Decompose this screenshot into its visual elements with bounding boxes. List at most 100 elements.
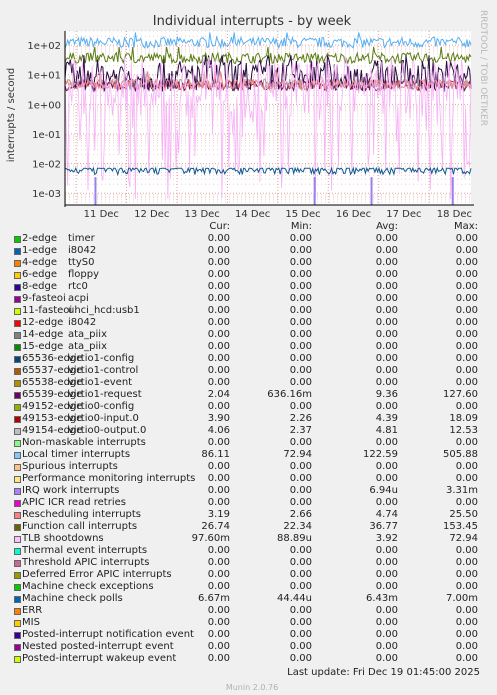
legend-name: 49152-edge — [22, 401, 83, 412]
series-group — [64, 32, 472, 205]
legend-row: Posted-interrupt notification event 0.00 0… — [0, 629, 497, 641]
legend-swatch — [14, 271, 21, 279]
chart-graph: Individual interrupts - by week interrup… — [6, 10, 488, 220]
legend-row: Machine check exceptions 0.00 0.00 0.00 0.00 — [0, 581, 497, 593]
legend-max: 0.00 — [455, 617, 478, 628]
legend-name: 6-edge — [22, 269, 57, 280]
legend-name: Threshold APIC interrupts — [22, 557, 150, 568]
legend-min: 2.66 — [289, 509, 312, 520]
legend-row: 9-fasteoi acpi 0.00 0.00 0.00 0.00 — [0, 293, 497, 305]
legend-name: 65538-edge — [22, 377, 83, 388]
x-tick-label: 17 Dec — [386, 209, 421, 220]
legend-avg: 0.00 — [375, 317, 398, 328]
series-line — [64, 46, 472, 66]
legend-desc: ttyS0 — [68, 257, 95, 268]
legend-max: 0.00 — [455, 341, 478, 352]
legend-max: 7.00m — [445, 593, 478, 604]
legend-avg: 0.00 — [375, 557, 398, 568]
series-line — [64, 32, 472, 50]
legend-name: Machine check exceptions — [22, 581, 154, 592]
legend-name: 65539-edge — [22, 389, 83, 400]
legend-cur: 0.00 — [207, 485, 230, 496]
legend-avg: 0.00 — [375, 545, 398, 556]
x-tick-label: 11 Dec — [84, 209, 119, 220]
legend-avg: 0.00 — [375, 581, 398, 592]
legend-swatch — [14, 355, 21, 363]
legend-max: 0.00 — [455, 653, 478, 664]
legend-desc: virtio1-event — [68, 377, 133, 388]
legend-row: Function call interrupts 26.74 22.34 36.77 1… — [0, 521, 497, 533]
legend-min: 0.00 — [289, 305, 312, 316]
legend-max: 0.00 — [455, 353, 478, 364]
legend-min: 0.00 — [289, 497, 312, 508]
legend-min: 0.00 — [289, 641, 312, 652]
legend-max: 127.60 — [443, 389, 478, 400]
legend-swatch — [14, 499, 21, 507]
series-line — [64, 71, 472, 92]
x-tick-label: 15 Dec — [285, 209, 320, 220]
legend-min: 0.00 — [289, 569, 312, 580]
legend-name: Nested posted-interrupt event — [22, 641, 174, 652]
legend-desc: rtc0 — [68, 281, 88, 292]
legend-max: 0.00 — [455, 269, 478, 280]
legend-row: Nested posted-interrupt event 0.00 0.00 0.0… — [0, 641, 497, 653]
legend-cur: 0.00 — [207, 617, 230, 628]
legend-name: Rescheduling interrupts — [22, 509, 142, 520]
y-tick-label: 1e+00 — [27, 100, 61, 111]
legend-max: 0.00 — [455, 257, 478, 268]
legend-header: Cur: Min: Avg: Max: — [0, 221, 497, 233]
legend-cur: 0.00 — [207, 569, 230, 580]
legend-cur: 0.00 — [207, 641, 230, 652]
legend-swatch — [14, 439, 21, 447]
legend-cur: 6.67m — [197, 593, 230, 604]
legend-name: Thermal event interrupts — [22, 545, 148, 556]
legend-avg: 0.00 — [375, 653, 398, 664]
legend-swatch — [14, 283, 21, 291]
legend-swatch — [14, 319, 21, 327]
legend-row: Threshold APIC interrupts 0.00 0.00 0.00 0.0… — [0, 557, 497, 569]
y-tick-label: 1e-02 — [32, 160, 61, 171]
legend-max: 0.00 — [455, 557, 478, 568]
grid — [65, 30, 471, 206]
legend-swatch — [14, 343, 21, 351]
legend-min: 0.00 — [289, 329, 312, 340]
legend-cur: 0.00 — [207, 257, 230, 268]
legend-cur: 0.00 — [207, 293, 230, 304]
legend-row: 11-fasteoi uhci_hcd:usb1 0.00 0.00 0.00 0.00 — [0, 305, 497, 317]
legend-min: 0.00 — [289, 353, 312, 364]
legend-min: 0.00 — [289, 365, 312, 376]
legend-row: Rescheduling interrupts 3.19 2.66 4.74 25.50 — [0, 509, 497, 521]
legend-table: Cur: Min: Avg: Max: 2-edge timer 0.00 0.00 0… — [0, 221, 497, 665]
legend-cur: 0.00 — [207, 377, 230, 388]
legend-max: 0.00 — [455, 281, 478, 292]
legend-min: 0.00 — [289, 557, 312, 568]
legend-cur: 3.19 — [207, 509, 230, 520]
legend-min: 0.00 — [289, 581, 312, 592]
legend-max: 0.00 — [455, 245, 478, 256]
legend-min: 44.44u — [277, 593, 312, 604]
legend-row: 65539-edge virtio1-request 2.04 636.16m 9.36… — [0, 389, 497, 401]
legend-cur: 0.00 — [207, 341, 230, 352]
legend-avg: 3.92 — [375, 533, 398, 544]
legend-row: Local timer interrupts 86.11 72.94 122.59 50… — [0, 449, 497, 461]
legend-row: 4-edge ttyS0 0.00 0.00 0.00 0.00 — [0, 257, 497, 269]
rrdtool-credit: RRDTOOL / TOBI OETIKER — [478, 10, 488, 126]
legend-desc: virtio0-config — [68, 401, 135, 412]
legend-max: 153.45 — [443, 521, 478, 532]
legend-min: 0.00 — [289, 605, 312, 616]
legend-avg: 0.00 — [375, 401, 398, 412]
legend-swatch — [14, 571, 21, 579]
legend-cur: 0.00 — [207, 281, 230, 292]
legend-swatch — [14, 331, 21, 339]
legend-cur: 26.74 — [201, 521, 230, 532]
legend-min: 0.00 — [289, 473, 312, 484]
legend-swatch — [14, 607, 21, 615]
legend-desc: acpi — [68, 293, 89, 304]
legend-swatch — [14, 535, 21, 543]
legend-max: 0.00 — [455, 545, 478, 556]
legend-swatch — [14, 619, 21, 627]
legend-row: APIC ICR read retries 0.00 0.00 0.00 0.00 — [0, 497, 497, 509]
legend-name: 49154-edge — [22, 425, 83, 436]
legend-name: 9-fasteoi — [22, 293, 66, 304]
legend-name: Deferred Error APIC interrupts — [22, 569, 172, 580]
